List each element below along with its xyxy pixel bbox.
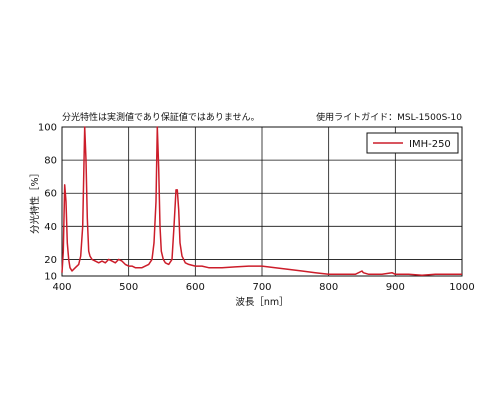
y-tick-label-60: 60	[44, 189, 57, 200]
light-guide-note: 使用ライトガイド：MSL-1500S-10	[316, 113, 462, 123]
y-axis-label: 分光特性［%］	[29, 168, 41, 234]
legend: IMH-250	[366, 132, 459, 154]
x-axis-label: 波長［nm］	[235, 296, 288, 308]
x-tick-label-400: 400	[52, 282, 71, 293]
x-tick-label-600: 600	[186, 282, 205, 293]
plot-frame	[61, 126, 463, 277]
y-tick-label-20: 20	[44, 255, 57, 266]
x-tick-label-500: 500	[119, 282, 138, 293]
y-tick-label-80: 80	[44, 156, 57, 167]
x-tick-label-1000: 1000	[449, 282, 474, 293]
y-tick-label-100: 100	[38, 123, 57, 134]
chart-grid	[62, 127, 462, 276]
measurement-disclaimer: 分光特性は実測値であり保証値ではありません。	[62, 113, 260, 123]
y-tick-label-40: 40	[44, 222, 57, 233]
axis-ticks: 400 500 600 700 800 900 1000 10 20 40 60 80 100	[38, 123, 475, 294]
series-layer	[61, 126, 462, 276]
legend-label-imh-250: IMH-250	[409, 139, 451, 150]
y-tick-label-10: 10	[44, 272, 57, 283]
x-tick-label-900: 900	[386, 282, 405, 293]
x-tick-label-700: 700	[252, 282, 271, 293]
legend-box	[366, 132, 459, 154]
x-tick-label-800: 800	[319, 282, 338, 293]
series-line-imh-250	[61, 126, 462, 276]
